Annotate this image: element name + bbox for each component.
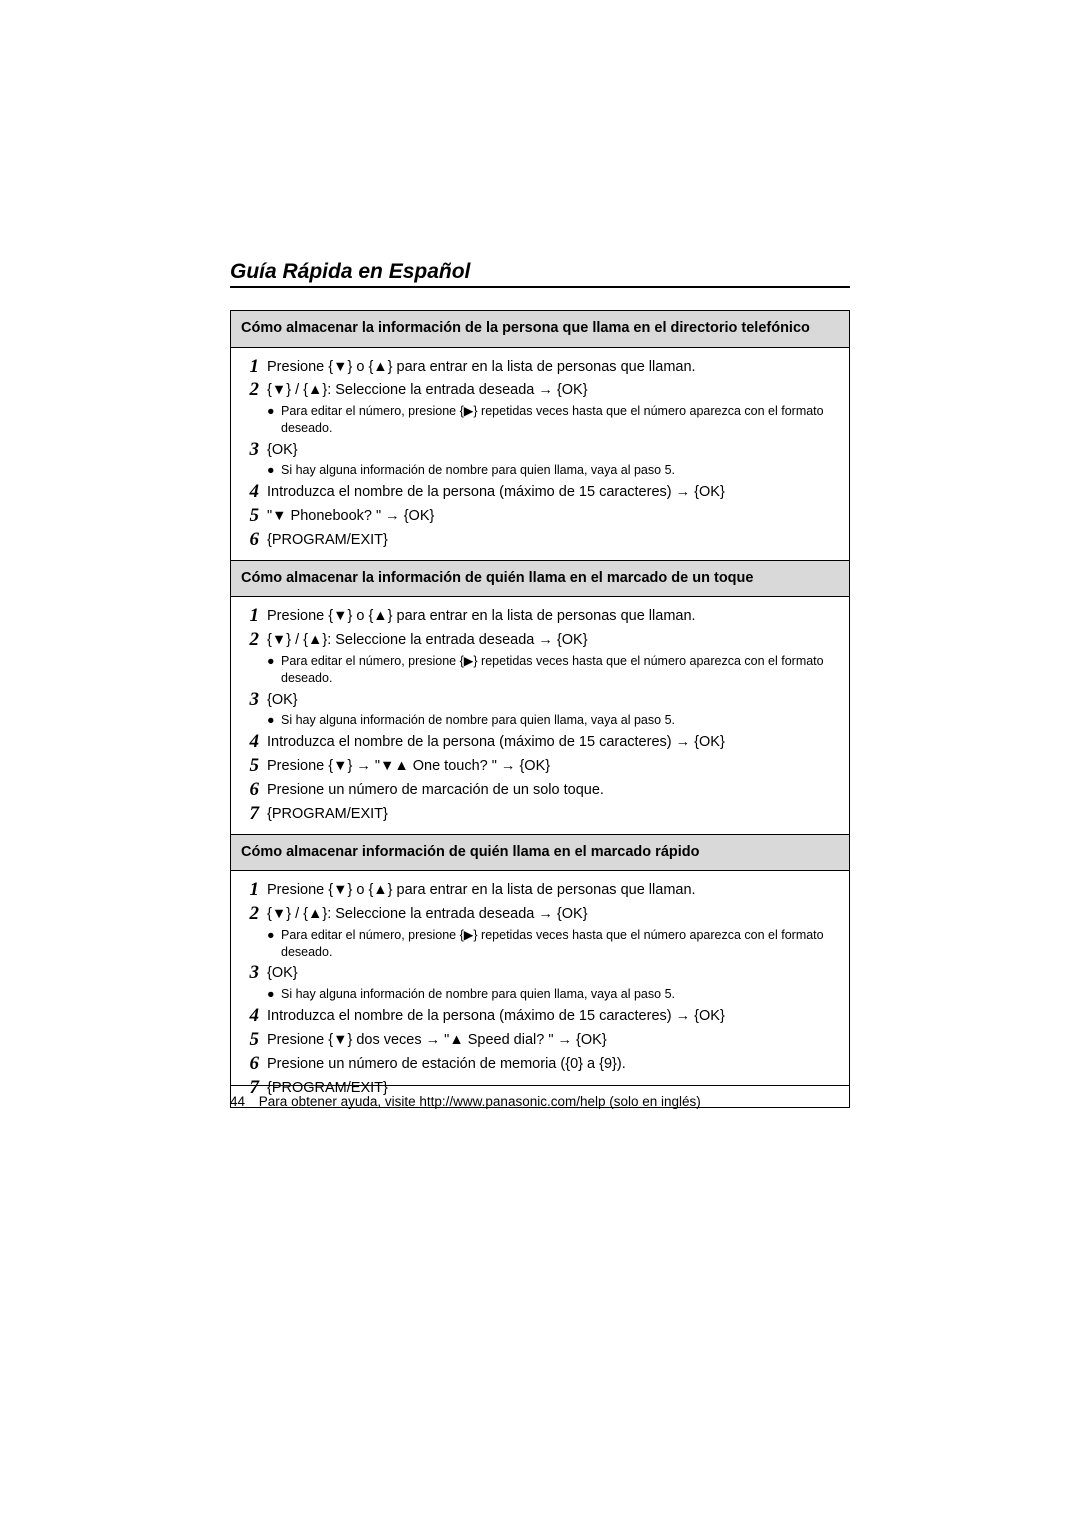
step-text: {PROGRAM/EXIT} [267,530,839,551]
bullet-icon: ● [267,403,281,437]
step-text: Presione un número de marcación de un so… [267,780,839,801]
step-text: {OK}●Si hay alguna información de nombre… [267,690,839,729]
step-number: 5 [237,1030,267,1051]
step-text: Presione {▼} → "▼▲ One touch? " → {OK} [267,756,839,777]
subnote-text: Para editar el número, presione {▶} repe… [281,653,839,687]
step-subnote: ●Si hay alguna información de nombre par… [267,986,839,1003]
step-number: 4 [237,1006,267,1027]
step-number: 1 [237,606,267,627]
step: 3{OK}●Si hay alguna información de nombr… [237,963,839,1002]
step: 6Presione un número de estación de memor… [237,1054,839,1075]
step: 6{PROGRAM/EXIT} [237,530,839,551]
step: 1Presione {▼} o {▲} para entrar en la li… [237,357,839,378]
step-text: Introduzca el nombre de la persona (máxi… [267,732,839,753]
step-subnote: ●Para editar el número, presione {▶} rep… [267,403,839,437]
step: 6Presione un número de marcación de un s… [237,780,839,801]
step-text: Presione {▼} o {▲} para entrar en la lis… [267,880,839,901]
step-number: 2 [237,380,267,401]
bullet-icon: ● [267,986,281,1003]
instructions-table: Cómo almacenar la información de la pers… [230,310,850,1108]
step-text: {▼} / {▲}: Seleccione la entrada deseada… [267,380,839,436]
section-header: Cómo almacenar la información de la pers… [231,311,850,348]
bullet-icon: ● [267,653,281,687]
section-header-row: Cómo almacenar la información de la pers… [231,311,850,348]
step-subnote: ●Si hay alguna información de nombre par… [267,712,839,729]
manual-page: Guía Rápida en Español Cómo almacenar la… [0,0,1080,1527]
step-text: {▼} / {▲}: Seleccione la entrada deseada… [267,904,839,960]
step: 5Presione {▼} → "▼▲ One touch? " → {OK} [237,756,839,777]
section-body: 1Presione {▼} o {▲} para entrar en la li… [231,871,850,1108]
step-text: Presione {▼} dos veces → "▲ Speed dial? … [267,1030,839,1051]
step: 2{▼} / {▲}: Seleccione la entrada desead… [237,380,839,436]
step: 4Introduzca el nombre de la persona (máx… [237,482,839,503]
subnote-text: Si hay alguna información de nombre para… [281,462,675,479]
step: 7{PROGRAM/EXIT} [237,804,839,825]
section-header-row: Cómo almacenar información de quién llam… [231,834,850,871]
section-body: 1Presione {▼} o {▲} para entrar en la li… [231,597,850,834]
page-footer: 44 Para obtener ayuda, visite http://www… [230,1085,850,1109]
subnote-text: Si hay alguna información de nombre para… [281,712,675,729]
bullet-icon: ● [267,712,281,729]
step-number: 6 [237,530,267,551]
page-number: 44 [230,1094,245,1109]
bullet-icon: ● [267,462,281,479]
section-header-row: Cómo almacenar la información de quién l… [231,560,850,597]
step-number: 3 [237,963,267,984]
section-body: 1Presione {▼} o {▲} para entrar en la li… [231,347,850,560]
step: 3{OK}●Si hay alguna información de nombr… [237,440,839,479]
step: 1Presione {▼} o {▲} para entrar en la li… [237,606,839,627]
subnote-text: Para editar el número, presione {▶} repe… [281,927,839,961]
step-text: {PROGRAM/EXIT} [267,804,839,825]
step-text: {OK}●Si hay alguna información de nombre… [267,440,839,479]
subnote-text: Si hay alguna información de nombre para… [281,986,675,1003]
section-header: Cómo almacenar información de quién llam… [231,834,850,871]
page-title: Guía Rápida en Español [230,260,850,284]
step-text: Introduzca el nombre de la persona (máxi… [267,1006,839,1027]
step-number: 5 [237,756,267,777]
step-text: Presione {▼} o {▲} para entrar en la lis… [267,606,839,627]
footer-text: Para obtener ayuda, visite http://www.pa… [259,1094,701,1109]
step-text: "▼ Phonebook? " → {OK} [267,506,839,527]
step: 1Presione {▼} o {▲} para entrar en la li… [237,880,839,901]
step: 5Presione {▼} dos veces → "▲ Speed dial?… [237,1030,839,1051]
step-number: 6 [237,1054,267,1075]
section-header: Cómo almacenar la información de quién l… [231,560,850,597]
step-number: 4 [237,482,267,503]
step-number: 3 [237,440,267,461]
step-number: 3 [237,690,267,711]
title-rule [230,286,850,288]
step: 5"▼ Phonebook? " → {OK} [237,506,839,527]
step-subnote: ●Si hay alguna información de nombre par… [267,462,839,479]
step-number: 5 [237,506,267,527]
step-subnote: ●Para editar el número, presione {▶} rep… [267,927,839,961]
subnote-text: Para editar el número, presione {▶} repe… [281,403,839,437]
step-subnote: ●Para editar el número, presione {▶} rep… [267,653,839,687]
step: 3{OK}●Si hay alguna información de nombr… [237,690,839,729]
step-number: 6 [237,780,267,801]
step: 4Introduzca el nombre de la persona (máx… [237,732,839,753]
step-number: 7 [237,804,267,825]
step-number: 1 [237,880,267,901]
step-text: Introduzca el nombre de la persona (máxi… [267,482,839,503]
step-text: Presione un número de estación de memori… [267,1054,839,1075]
step: 2{▼} / {▲}: Seleccione la entrada desead… [237,630,839,686]
step-number: 4 [237,732,267,753]
step-text: {OK}●Si hay alguna información de nombre… [267,963,839,1002]
step-text: {▼} / {▲}: Seleccione la entrada deseada… [267,630,839,686]
step-number: 1 [237,357,267,378]
step-text: Presione {▼} o {▲} para entrar en la lis… [267,357,839,378]
bullet-icon: ● [267,927,281,961]
step: 4Introduzca el nombre de la persona (máx… [237,1006,839,1027]
step: 2{▼} / {▲}: Seleccione la entrada desead… [237,904,839,960]
step-number: 2 [237,904,267,925]
step-number: 2 [237,630,267,651]
